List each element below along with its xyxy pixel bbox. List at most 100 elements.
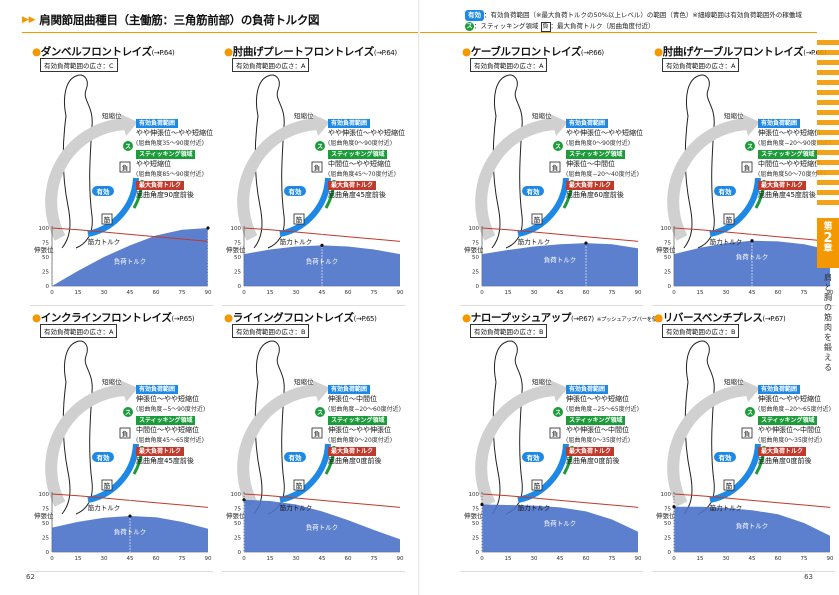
x-tick-label: 15 <box>267 290 274 296</box>
max-load-value: 屈曲角度0度前後 <box>328 457 382 465</box>
effective-badge-label: 有効 <box>289 453 303 462</box>
x-tick-label: 0 <box>50 290 54 296</box>
x-tick-label: 45 <box>319 290 326 296</box>
load-torque-area <box>674 240 830 286</box>
bullet-icon: ● <box>224 312 233 324</box>
y-tick-label: 50 <box>472 255 479 261</box>
torque-chart: 0 25 50 75 100 0 15 30 45 60 75 90 負荷トルク 筋力トルク <box>652 486 838 572</box>
page-reference: (→P.66) <box>803 49 827 57</box>
load-box-label: 負 <box>744 163 751 172</box>
effective-range-angle: (屈曲角度−20〜90度付近) <box>758 140 831 147</box>
exercise-name: リバースベンチプレス <box>662 312 763 324</box>
torque-chart: 0 25 50 75 100 0 15 30 45 60 75 90 負荷トルク 筋力トルク <box>30 220 216 306</box>
effective-range-angle: (屈曲角度−5〜90度付近) <box>136 406 206 413</box>
effective-badge-label: 有効 <box>527 187 541 196</box>
x-tick-label: 75 <box>801 290 808 296</box>
effective-range-width: 有効負荷範囲の広さ：B <box>470 324 548 338</box>
max-load-label: 最大負荷トルク <box>328 447 377 456</box>
x-tick-label: 90 <box>635 290 642 296</box>
sticking-value: 中間位〜やや短縮位 <box>328 160 391 168</box>
bullet-icon: ● <box>462 46 471 58</box>
x-tick-label: 60 <box>583 556 590 562</box>
x-tick-label: 90 <box>205 556 212 562</box>
effective-range-width: 有効負荷範囲の広さ：A <box>232 58 310 72</box>
effective-range-value: 伸張位〜やや短縮位 <box>566 395 629 403</box>
short-position-label: 短縮位 <box>294 111 314 120</box>
sticking-value: 伸張位〜やや伸張位 <box>328 426 391 434</box>
sticking-icon <box>745 407 755 417</box>
max-load-label: 最大負荷トルク <box>566 447 615 456</box>
legend-load-box: 負 <box>540 22 551 32</box>
load-torque-label: 負荷トルク <box>306 256 339 265</box>
max-load-label: 最大負荷トルク <box>566 181 615 190</box>
exercise-title: ●ケーブルフロントレイズ(→P.66) <box>462 44 604 59</box>
x-tick-label: 60 <box>345 290 352 296</box>
effective-badge <box>284 186 306 196</box>
info-block: 有効負荷範囲 伸張位〜やや短縮位 (屈曲角度−25〜65度付近) スティッキング領域や… <box>566 384 656 466</box>
max-load-point <box>750 239 754 243</box>
effective-range-label: 有効負荷範囲 <box>136 385 179 394</box>
x-tick-label: 60 <box>583 290 590 296</box>
exercise-name: ケーブルフロントレイズ <box>470 46 582 58</box>
effective-range-label: 有効負荷範囲 <box>566 119 609 128</box>
load-torque-area <box>52 228 208 286</box>
exercise-title: ●ライイングフロントレイズ(→P.65) <box>224 310 377 325</box>
sticking-icon-label: ス <box>747 410 753 417</box>
sticking-label: スティッキング領域 <box>758 416 818 425</box>
info-block: 有効負荷範囲 やや伸張位〜やや短縮位 (屈曲角度0〜90度付近) スティッキング領域中… <box>328 118 418 200</box>
effective-range-label: 有効負荷範囲 <box>758 385 801 394</box>
x-tick-label: 0 <box>242 290 246 296</box>
effective-badge <box>284 452 306 462</box>
chapter-suffix: 章 <box>823 244 833 254</box>
y-tick-label: 100 <box>661 492 672 498</box>
load-torque-label: 負荷トルク <box>114 256 147 265</box>
sticking-icon-label: ス <box>555 410 561 417</box>
sticking-angle: (屈曲角度85〜90度付近) <box>136 171 204 178</box>
max-load-label: 最大負荷トルク <box>136 447 185 456</box>
sticking-label: スティッキング領域 <box>328 416 388 425</box>
y-tick-label: 50 <box>234 255 241 261</box>
load-box <box>119 427 131 439</box>
load-box-label: 負 <box>552 429 559 438</box>
torque-chart: 0 25 50 75 100 0 15 30 45 60 75 90 負荷トルク 筋力トルク <box>222 486 408 572</box>
load-torque-area <box>482 243 638 286</box>
muscle-box <box>101 479 113 491</box>
y-tick-label: 25 <box>234 270 241 276</box>
load-torque-label: 負荷トルク <box>544 518 577 527</box>
y-tick-label: 25 <box>234 536 241 542</box>
sticking-label: スティッキング領域 <box>328 150 388 159</box>
y-tick-label: 75 <box>42 507 49 513</box>
motion-arrow-icon <box>312 380 330 402</box>
x-tick-label: 0 <box>242 556 246 562</box>
body-figure: 短縮位 伸張位 有効 ス負筋 <box>224 332 354 522</box>
stretch-position-label: 伸張位 <box>656 245 676 254</box>
bullet-icon: ● <box>654 312 663 324</box>
effective-badge <box>714 452 736 462</box>
max-load-value: 屈曲角度45度前後 <box>758 191 816 199</box>
sticking-angle: (屈曲角度45〜70度付近) <box>328 171 396 178</box>
legend-line1: ：有効負荷範囲（※最大負荷トルクの50%以上レベル）の範囲（青色）※細線範囲は有… <box>484 11 802 19</box>
motion-arc <box>475 384 559 507</box>
header-rule <box>22 32 419 33</box>
exercise-title: ●肘曲げケーブルフロントレイズ(→P.66) <box>654 44 826 59</box>
effective-badge-label: 有効 <box>97 187 111 196</box>
header-rule-right <box>420 32 817 33</box>
x-tick-label: 90 <box>827 556 834 562</box>
load-box <box>741 161 753 173</box>
body-figure: 短縮位 伸張位 有効 ス負筋 <box>654 66 784 256</box>
x-tick-label: 30 <box>531 556 538 562</box>
effective-range-label: 有効負荷範囲 <box>758 119 801 128</box>
sticking-value: 中間位〜やや短縮位 <box>758 160 821 168</box>
max-load-point <box>320 243 324 247</box>
sticking-icon-label: ス <box>125 410 131 417</box>
x-tick-label: 60 <box>775 290 782 296</box>
x-tick-label: 15 <box>505 290 512 296</box>
page-reference: (→P.67) <box>570 315 594 323</box>
y-tick-label: 75 <box>234 507 241 513</box>
exercise-name: ダンベルフロントレイズ <box>40 46 152 58</box>
effective-badge <box>92 452 114 462</box>
short-position-label: 短縮位 <box>532 111 552 120</box>
effective-badge-label: 有効 <box>719 453 733 462</box>
